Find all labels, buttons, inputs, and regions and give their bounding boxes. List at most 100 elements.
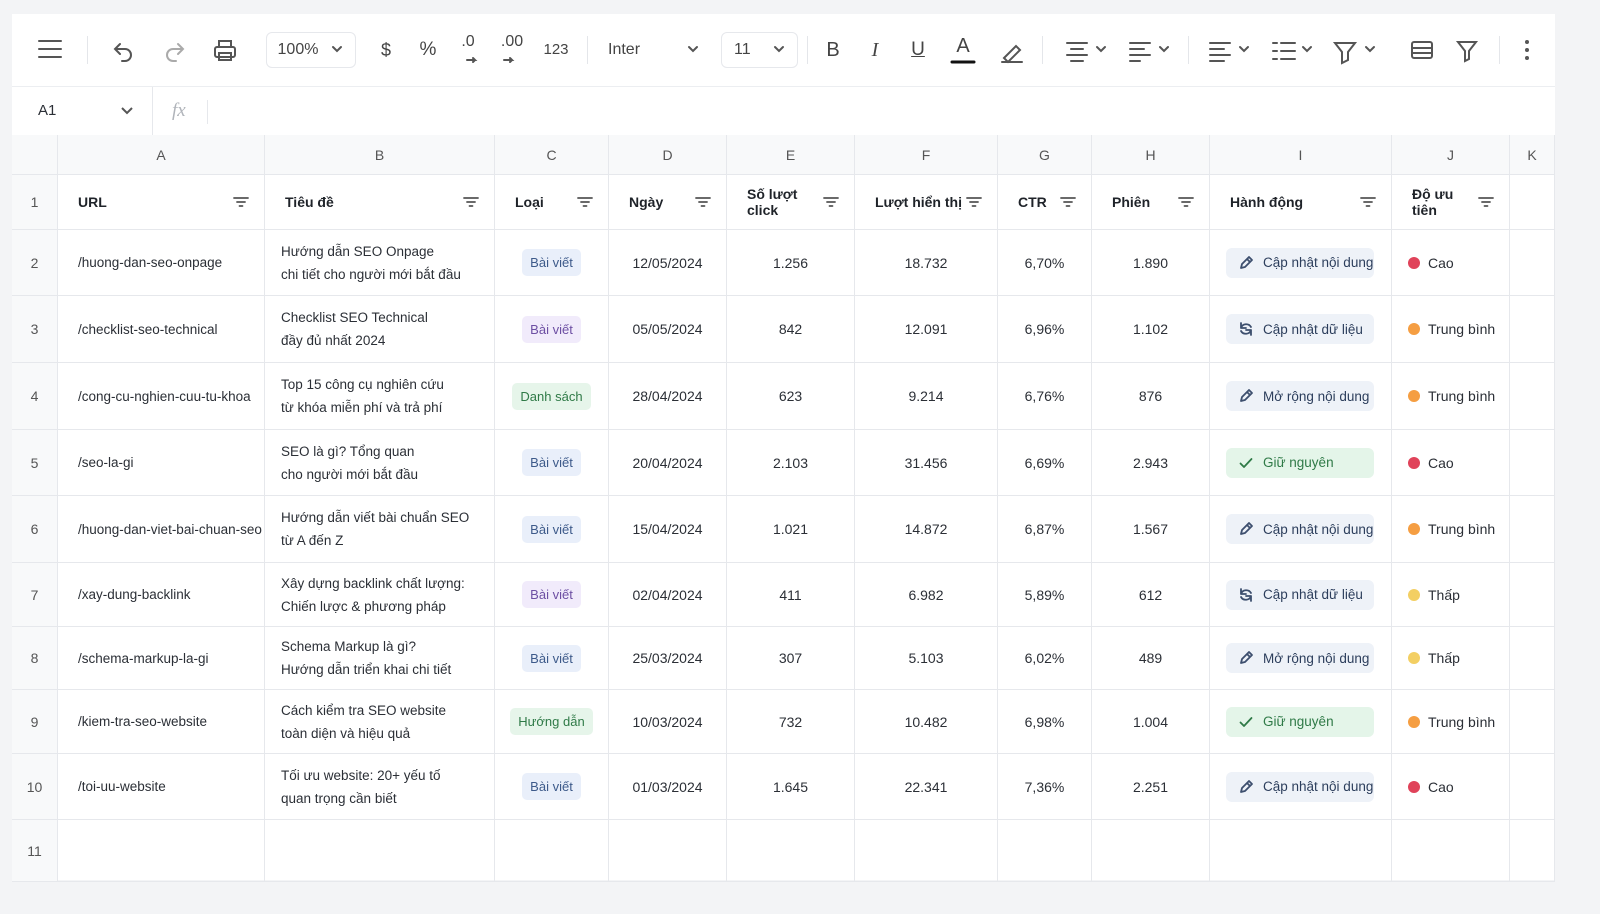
sessions-cell: 612 [1092,563,1210,627]
action-label: Cập nhật nội dung [1263,521,1374,537]
column-header[interactable]: G [998,135,1092,175]
ctr-cell: 6,96% [998,296,1092,363]
row-number[interactable]: 1 [12,175,58,230]
bold-button[interactable]: B [826,39,840,61]
sessions: 489 [1138,650,1163,666]
action-button[interactable]: Cập nhật nội dung [1226,247,1374,278]
impressions: 31.456 [904,454,948,471]
zoom-chevron[interactable] [332,46,342,53]
size-chevron[interactable] [774,46,784,53]
sessions: 1.890 [1132,254,1169,271]
action-cell: Giữ nguyên [1210,690,1392,754]
row-number[interactable]: 11 [12,820,58,882]
ctr-cell: 6,76% [998,363,1092,430]
title-line: Checklist SEO Technical [281,310,428,325]
column-header[interactable]: K [1510,135,1555,175]
filter-button[interactable] [1359,194,1377,210]
filter-button[interactable] [1059,194,1077,210]
filter-button[interactable] [694,194,712,210]
undo-icon[interactable] [113,43,132,62]
empty-cell [1510,627,1555,690]
row-number[interactable]: 4 [12,363,58,430]
increase-decimal-button[interactable]: .00 [500,33,524,50]
filter-icon[interactable] [1455,41,1479,63]
font-size-box[interactable] [721,32,798,68]
font-name[interactable]: Inter [608,41,641,58]
redo-icon[interactable] [166,43,185,62]
header-cell: Độ ưu tiên [1392,175,1510,230]
action-button[interactable]: Cập nhật nội dung [1226,514,1374,544]
priority-label: Thấp [1428,650,1460,666]
column-header[interactable]: D [609,135,727,175]
type-cell: Bài viết [495,430,609,496]
row-number[interactable]: 6 [12,496,58,563]
column-header[interactable]: C [495,135,609,175]
action-button[interactable]: Giữ nguyên [1226,447,1374,478]
action-button[interactable]: Mở rộng nội dung [1226,381,1374,411]
align-icons[interactable] [1066,42,1375,65]
action-cell: Cập nhật nội dung [1210,230,1392,296]
action-label: Giữ nguyên [1263,714,1334,729]
impressions-cell: 22.341 [855,754,998,820]
filter-button[interactable] [965,194,983,210]
filter-button[interactable] [462,194,480,210]
print-icon[interactable] [214,40,236,61]
filter-button[interactable] [576,194,594,210]
row-number[interactable]: 7 [12,563,58,627]
zoom-box[interactable] [266,32,356,68]
priority-label: Trung bình [1428,521,1496,537]
title-cell: Tối ưu website: 20+ yếu tố quan trọng cần… [265,754,495,820]
column-header[interactable]: E [727,135,855,175]
font-chevron[interactable] [688,46,698,53]
url-cell: /toi-uu-website [58,754,265,820]
action-button[interactable]: Cập nhật dữ liệu [1226,579,1374,610]
row-number[interactable]: 3 [12,296,58,363]
filter-button[interactable] [1177,194,1195,210]
decrease-decimal-button[interactable]: .0 [461,33,475,50]
impressions: 6.982 [908,586,944,603]
header-label: Số lượt click [747,186,798,218]
menu-icon[interactable] [38,40,62,58]
date-cell: 15/04/2024 [609,496,727,563]
italic-button[interactable]: I [871,39,879,61]
row-number[interactable]: 5 [12,430,58,496]
column-header[interactable]: J [1392,135,1510,175]
url: /schema-markup-la-gi [78,650,209,666]
underline-button[interactable]: U [911,39,925,60]
clicks: 732 [778,713,803,730]
column-header[interactable]: H [1092,135,1210,175]
column-header[interactable]: B [265,135,495,175]
cell-ref-chevron[interactable] [120,106,134,116]
title-line: Chiến lược & phương pháp [281,598,446,614]
cell-reference[interactable]: A1 [38,102,57,119]
zoom-label[interactable]: 100% [277,41,319,58]
highlight-icon[interactable] [1001,44,1023,64]
column-header[interactable]: F [855,135,998,175]
more-icon[interactable] [1525,40,1529,60]
text-color-button[interactable]: A [956,35,970,57]
empty-cell [727,820,855,882]
toolbar-icons [38,40,1529,65]
action-button[interactable]: Mở rộng nội dung [1226,643,1374,673]
row-number[interactable]: 9 [12,690,58,754]
column-header[interactable]: I [1210,135,1392,175]
impressions: 5.103 [908,650,944,666]
action-button[interactable]: Cập nhật nội dung [1226,771,1374,802]
row-number[interactable]: 10 [12,754,58,820]
row-number[interactable]: 2 [12,230,58,296]
title-line: Hướng dẫn viết bài chuẩn SEO [281,510,470,525]
filter-button[interactable] [1477,194,1495,210]
filter-button[interactable] [822,194,840,210]
wrap-icon[interactable] [1411,41,1433,59]
action-cell: Cập nhật dữ liệu [1210,296,1392,363]
percent-button[interactable]: % [419,39,437,60]
currency-button[interactable]: $ [380,40,391,60]
number-format-button[interactable]: 123 [543,41,569,58]
font-size[interactable]: 11 [734,41,751,58]
action-button[interactable]: Cập nhật dữ liệu [1226,314,1374,344]
row-number[interactable]: 8 [12,627,58,690]
action-button[interactable]: Giữ nguyên [1226,706,1374,737]
divider [152,87,153,135]
filter-button[interactable] [232,194,250,210]
column-header[interactable]: A [58,135,265,175]
